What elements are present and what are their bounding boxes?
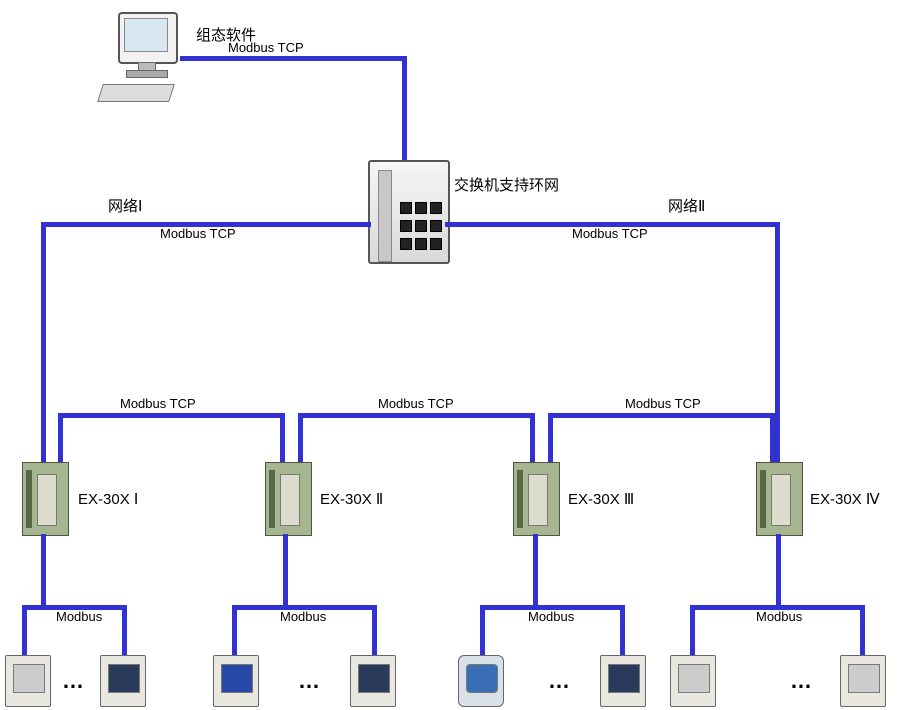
line-right-v xyxy=(775,222,780,467)
line-drop2-v xyxy=(283,534,288,609)
line-chain12-h xyxy=(58,413,280,418)
gateway-1-icon xyxy=(22,462,69,536)
modbus3-label: Modbus xyxy=(528,609,574,624)
pc-icon xyxy=(96,12,181,102)
line-left-v xyxy=(41,222,46,467)
device-2b-icon xyxy=(350,655,396,707)
gateway-3-icon xyxy=(513,462,560,536)
ellipsis-3: … xyxy=(548,668,572,694)
line-chain34-r xyxy=(770,413,775,465)
ellipsis-2: … xyxy=(298,668,322,694)
device-3b-icon xyxy=(600,655,646,707)
modbus4-label: Modbus xyxy=(756,609,802,624)
tcp-right-label: Modbus TCP xyxy=(572,226,648,241)
device-2a-icon xyxy=(213,655,259,707)
device-1a-icon xyxy=(5,655,51,707)
line-chain23-h xyxy=(298,413,530,418)
network-diagram: 组态软件 Modbus TCP 交换机支持环网 网络Ⅰ 网络Ⅱ Modbus T… xyxy=(0,0,901,710)
net2-label: 网络Ⅱ xyxy=(668,195,705,216)
line-drop4-dl xyxy=(690,605,695,657)
device-1b-icon xyxy=(100,655,146,707)
tcp-top-label: Modbus TCP xyxy=(228,40,304,55)
switch-label: 交换机支持环网 xyxy=(454,174,559,195)
gateway-4-icon xyxy=(756,462,803,536)
device-4a-icon xyxy=(670,655,716,707)
gateway-2-label: EX-30X Ⅱ xyxy=(320,490,383,508)
line-chain23-r xyxy=(530,413,535,465)
device-4b-icon xyxy=(840,655,886,707)
modbus2-label: Modbus xyxy=(280,609,326,624)
line-drop1-v xyxy=(41,534,46,609)
net1-label: 网络Ⅰ xyxy=(108,195,142,216)
line-chain34-h xyxy=(548,413,770,418)
gateway-3-label: EX-30X Ⅲ xyxy=(568,490,634,508)
gateway-2-icon xyxy=(265,462,312,536)
line-chain34-l xyxy=(548,413,553,465)
tcp-mid3-label: Modbus TCP xyxy=(625,396,701,411)
device-3a-icon xyxy=(458,655,504,707)
switch-icon xyxy=(368,160,450,264)
line-drop1-dl xyxy=(22,605,27,657)
line-chain23-l xyxy=(298,413,303,465)
modbus1-label: Modbus xyxy=(56,609,102,624)
line-top-h xyxy=(180,56,402,61)
tcp-mid1-label: Modbus TCP xyxy=(120,396,196,411)
line-drop4-dr xyxy=(860,605,865,657)
ellipsis-4: … xyxy=(790,668,814,694)
line-drop3-v xyxy=(533,534,538,609)
ellipsis-1: … xyxy=(62,668,86,694)
gateway-4-label: EX-30X Ⅳ xyxy=(810,490,880,508)
tcp-mid2-label: Modbus TCP xyxy=(378,396,454,411)
line-drop1-dr xyxy=(122,605,127,657)
line-chain12-l xyxy=(58,413,63,465)
gateway-1-label: EX-30X Ⅰ xyxy=(78,490,138,508)
line-chain12-r xyxy=(280,413,285,465)
tcp-left-label: Modbus TCP xyxy=(160,226,236,241)
line-drop3-dl xyxy=(480,605,485,657)
line-drop3-dr xyxy=(620,605,625,657)
line-drop4-v xyxy=(776,534,781,609)
line-drop2-dl xyxy=(232,605,237,657)
line-drop2-dr xyxy=(372,605,377,657)
line-top-v xyxy=(402,56,407,164)
